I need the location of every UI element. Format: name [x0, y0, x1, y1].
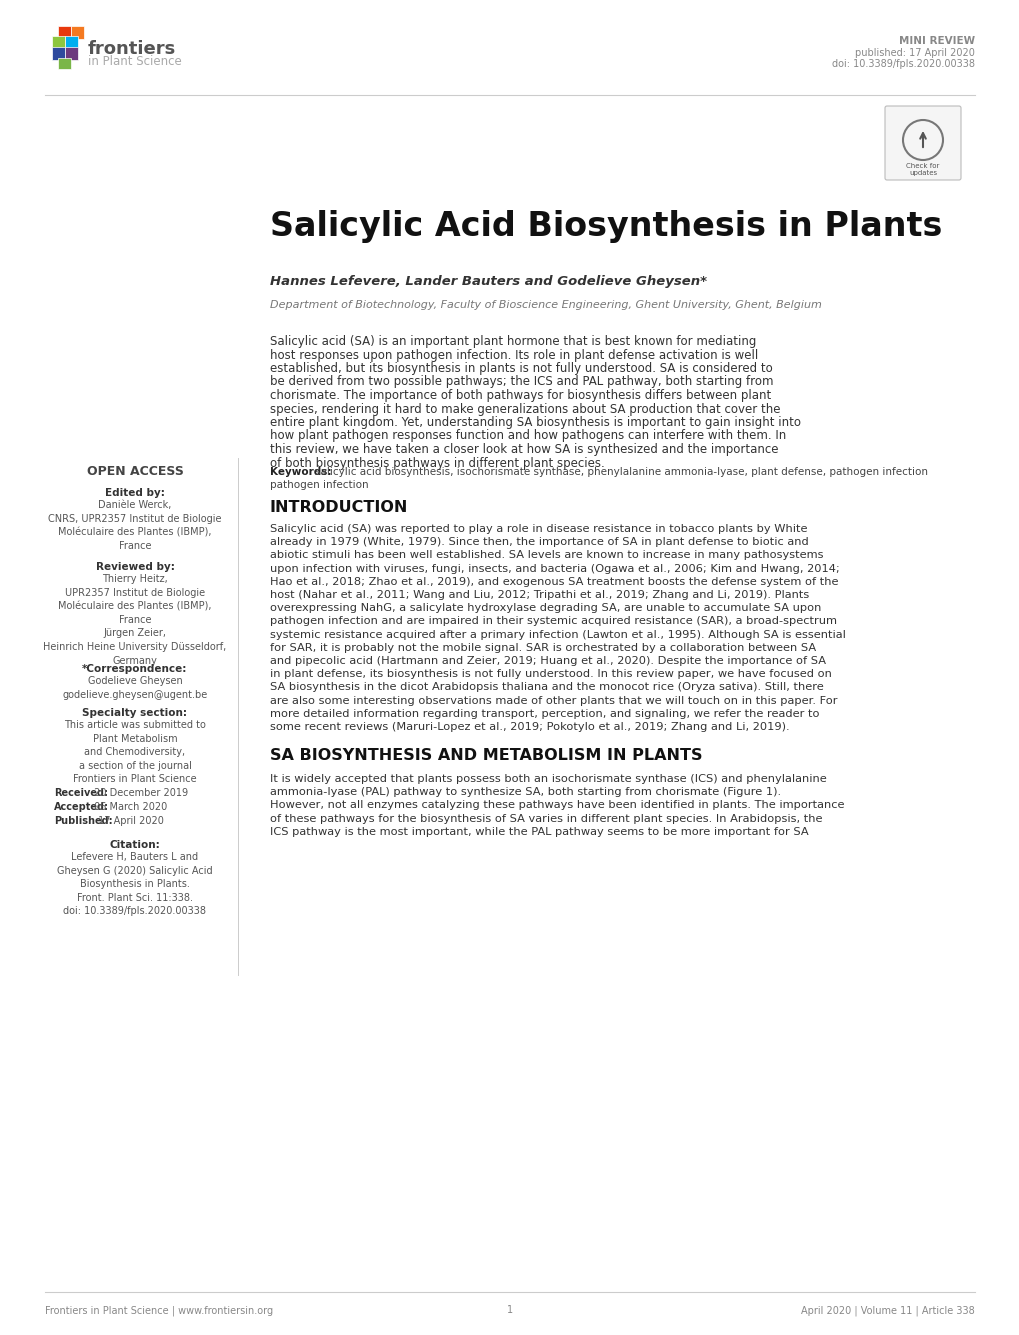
Text: Edited by:: Edited by:	[105, 489, 165, 498]
Text: Danièle Werck,
CNRS, UPR2357 Institut de Biologie
Moléculaire des Plantes (IBMP): Danièle Werck, CNRS, UPR2357 Institut de…	[48, 501, 221, 551]
Text: already in 1979 (White, 1979). Since then, the importance of SA in plant defense: already in 1979 (White, 1979). Since the…	[270, 537, 808, 547]
Text: MINI REVIEW: MINI REVIEW	[898, 36, 974, 45]
Text: host responses upon pathogen infection. Its role in plant defense activation is : host responses upon pathogen infection. …	[270, 348, 757, 362]
Bar	[58, 25, 71, 39]
Text: host (Nahar et al., 2011; Wang and Liu, 2012; Tripathi et al., 2019; Zhang and L: host (Nahar et al., 2011; Wang and Liu, …	[270, 590, 808, 599]
Text: ammonia-lyase (PAL) pathway to synthesize SA, both starting from chorismate (Fig: ammonia-lyase (PAL) pathway to synthesiz…	[270, 788, 781, 797]
Text: Thierry Heitz,
UPR2357 Institut de Biologie
Moléculaire des Plantes (IBMP),
Fran: Thierry Heitz, UPR2357 Institut de Biolo…	[44, 574, 226, 666]
Text: *Correspondence:: *Correspondence:	[83, 663, 187, 674]
Text: some recent reviews (Maruri-Lopez et al., 2019; Pokotylo et al., 2019; Zhang and: some recent reviews (Maruri-Lopez et al.…	[270, 722, 789, 732]
Text: and pipecolic acid (Hartmann and Zeier, 2019; Huang et al., 2020). Despite the i: and pipecolic acid (Hartmann and Zeier, …	[270, 655, 825, 666]
Text: doi: 10.3389/fpls.2020.00338: doi: 10.3389/fpls.2020.00338	[832, 59, 974, 69]
Text: are also some interesting observations made of other plants that we will touch o: are also some interesting observations m…	[270, 696, 837, 706]
Bar	[65, 47, 77, 60]
Text: updates: updates	[908, 170, 936, 176]
Text: frontiers: frontiers	[88, 40, 176, 57]
Text: Reviewed by:: Reviewed by:	[96, 562, 174, 571]
Text: overexpressing NahG, a salicylate hydroxylase degrading SA, are unable to accumu: overexpressing NahG, a salicylate hydrox…	[270, 603, 820, 613]
Bar	[65, 36, 77, 49]
Text: Godelieve Gheysen
godelieve.gheysen@ugent.be: Godelieve Gheysen godelieve.gheysen@ugen…	[62, 676, 208, 700]
Text: INTRODUCTION: INTRODUCTION	[270, 501, 408, 515]
Text: SA BIOSYNTHESIS AND METABOLISM IN PLANTS: SA BIOSYNTHESIS AND METABOLISM IN PLANTS	[270, 748, 702, 764]
Text: in Plant Science: in Plant Science	[88, 55, 181, 68]
Text: pathogen infection and are impaired in their systemic acquired resistance (SAR),: pathogen infection and are impaired in t…	[270, 617, 837, 626]
Bar	[52, 47, 65, 60]
Text: 17 April 2020: 17 April 2020	[95, 816, 164, 826]
Text: Department of Biotechnology, Faculty of Bioscience Engineering, Ghent University: Department of Biotechnology, Faculty of …	[270, 300, 821, 310]
Text: established, but its biosynthesis in plants is not fully understood. SA is consi: established, but its biosynthesis in pla…	[270, 362, 772, 375]
Bar	[71, 25, 84, 39]
Text: 1: 1	[506, 1306, 513, 1315]
Text: Frontiers in Plant Science | www.frontiersin.org: Frontiers in Plant Science | www.frontie…	[45, 1306, 273, 1315]
Text: species, rendering it hard to make generalizations about SA production that cove: species, rendering it hard to make gener…	[270, 402, 780, 415]
Text: Published:: Published:	[54, 816, 112, 826]
Text: of both biosynthesis pathways in different plant species.: of both biosynthesis pathways in differe…	[270, 457, 604, 470]
Text: pathogen infection: pathogen infection	[270, 481, 368, 490]
Text: Check for: Check for	[906, 163, 938, 170]
Text: Specialty section:: Specialty section:	[83, 708, 187, 718]
FancyBboxPatch shape	[884, 105, 960, 180]
Text: Hao et al., 2018; Zhao et al., 2019), and exogenous SA treatment boosts the defe: Hao et al., 2018; Zhao et al., 2019), an…	[270, 577, 838, 587]
Text: OPEN ACCESS: OPEN ACCESS	[87, 465, 183, 478]
Text: chorismate. The importance of both pathways for biosynthesis differs between pla: chorismate. The importance of both pathw…	[270, 388, 770, 402]
Text: upon infection with viruses, fungi, insects, and bacteria (Ogawa et al., 2006; K: upon infection with viruses, fungi, inse…	[270, 563, 839, 574]
Text: Salicylic acid (SA) was reported to play a role in disease resistance in tobacco: Salicylic acid (SA) was reported to play…	[270, 525, 807, 534]
Text: more detailed information regarding transport, perception, and signaling, we ref: more detailed information regarding tran…	[270, 709, 818, 718]
Text: 20 December 2019: 20 December 2019	[91, 788, 187, 798]
Text: This article was submitted to
Plant Metabolism
and Chemodiversity,
a section of : This article was submitted to Plant Meta…	[64, 720, 206, 785]
Text: Received:: Received:	[54, 788, 108, 798]
Text: April 2020 | Volume 11 | Article 338: April 2020 | Volume 11 | Article 338	[801, 1306, 974, 1315]
Text: ICS pathway is the most important, while the PAL pathway seems to be more import: ICS pathway is the most important, while…	[270, 826, 808, 837]
Text: Hannes Lefevere, Lander Bauters and Godelieve Gheysen*: Hannes Lefevere, Lander Bauters and Gode…	[270, 275, 706, 288]
Text: salicylic acid biosynthesis, isochorismate synthase, phenylalanine ammonia-lyase: salicylic acid biosynthesis, isochorisma…	[315, 467, 927, 477]
Text: SA biosynthesis in the dicot Arabidopsis thaliana and the monocot rice (Oryza sa: SA biosynthesis in the dicot Arabidopsis…	[270, 682, 823, 693]
Text: It is widely accepted that plants possess both an isochorismate synthase (ICS) a: It is widely accepted that plants posses…	[270, 774, 826, 784]
Text: Salicylic acid (SA) is an important plant hormone that is best known for mediati: Salicylic acid (SA) is an important plan…	[270, 335, 756, 348]
Text: in plant defense, its biosynthesis is not fully understood. In this review paper: in plant defense, its biosynthesis is no…	[270, 669, 832, 680]
Bar	[52, 36, 65, 49]
Text: Citation:: Citation:	[109, 840, 160, 850]
Bar	[58, 57, 71, 69]
Text: of these pathways for the biosynthesis of SA varies in different plant species. : of these pathways for the biosynthesis o…	[270, 813, 821, 824]
Text: published: 17 April 2020: published: 17 April 2020	[854, 48, 974, 57]
Text: be derived from two possible pathways; the ICS and PAL pathway, both starting fr: be derived from two possible pathways; t…	[270, 375, 772, 388]
Text: entire plant kingdom. Yet, understanding SA biosynthesis is important to gain in: entire plant kingdom. Yet, understanding…	[270, 417, 800, 429]
Text: systemic resistance acquired after a primary infection (Lawton et al., 1995). Al: systemic resistance acquired after a pri…	[270, 630, 845, 639]
Text: for SAR, it is probably not the mobile signal. SAR is orchestrated by a collabor: for SAR, it is probably not the mobile s…	[270, 642, 815, 653]
Text: Salicylic Acid Biosynthesis in Plants: Salicylic Acid Biosynthesis in Plants	[270, 210, 942, 243]
Text: 06 March 2020: 06 March 2020	[91, 802, 167, 812]
Text: Accepted:: Accepted:	[54, 802, 109, 812]
Text: how plant pathogen responses function and how pathogens can interfere with them.: how plant pathogen responses function an…	[270, 430, 786, 442]
Text: However, not all enzymes catalyzing these pathways have been identified in plant: However, not all enzymes catalyzing thes…	[270, 801, 844, 810]
Text: abiotic stimuli has been well established. SA levels are known to increase in ma: abiotic stimuli has been well establishe…	[270, 550, 822, 561]
Text: this review, we have taken a closer look at how SA is synthesized and the import: this review, we have taken a closer look…	[270, 443, 777, 457]
Text: Keywords:: Keywords:	[270, 467, 335, 477]
Text: Lefevere H, Bauters L and
Gheysen G (2020) Salicylic Acid
Biosynthesis in Plants: Lefevere H, Bauters L and Gheysen G (202…	[57, 852, 213, 916]
